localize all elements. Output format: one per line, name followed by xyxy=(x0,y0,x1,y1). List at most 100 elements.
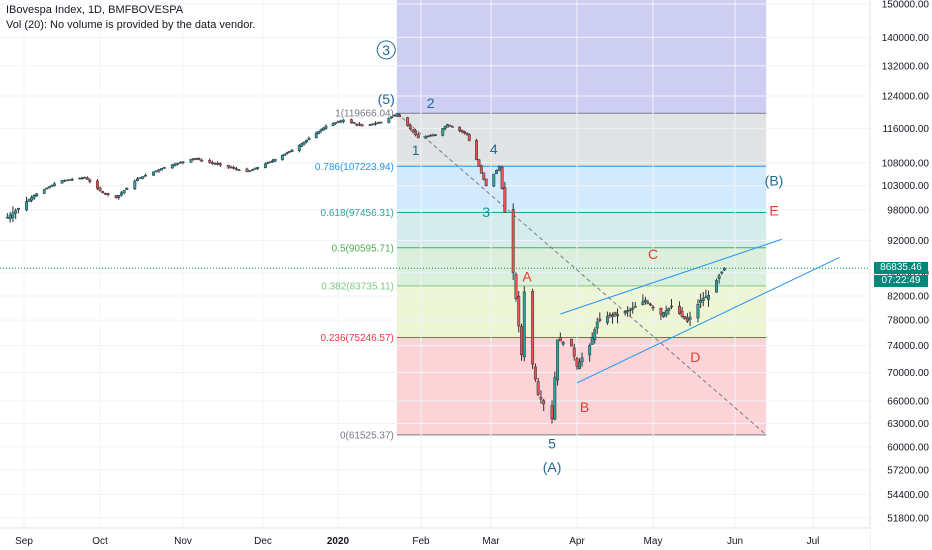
candle-body xyxy=(631,307,635,310)
candle xyxy=(197,157,201,161)
candle xyxy=(138,177,142,179)
candle xyxy=(522,285,526,362)
fib-zone xyxy=(396,113,767,167)
candle-body xyxy=(334,122,338,124)
candle xyxy=(631,301,635,314)
candle-body xyxy=(578,361,581,370)
candle xyxy=(85,176,89,180)
candle-body xyxy=(707,295,710,300)
candle xyxy=(598,312,602,323)
candle-body xyxy=(688,316,692,320)
candle-body xyxy=(680,310,684,317)
candle-body xyxy=(475,140,478,161)
candle xyxy=(96,179,99,191)
wave-labels: 3 (5) 1 2 3 4 5 (A) A B C D (B) E xyxy=(376,40,783,475)
candle xyxy=(200,158,204,162)
candle-body xyxy=(595,321,599,329)
candle-body xyxy=(667,307,671,311)
candle-body xyxy=(374,122,377,125)
candle xyxy=(42,188,46,194)
candle-body xyxy=(245,168,249,173)
candle-body xyxy=(556,339,560,381)
candle xyxy=(263,162,267,169)
candle-body xyxy=(319,129,323,132)
candle xyxy=(558,332,562,342)
candle xyxy=(611,312,614,324)
candle-body xyxy=(101,191,105,194)
candle xyxy=(458,126,462,133)
candle xyxy=(371,123,375,126)
candle-body xyxy=(216,162,220,165)
candle-body xyxy=(497,166,501,171)
candle-body xyxy=(572,347,576,357)
candle-body xyxy=(307,138,311,140)
candle-body xyxy=(536,381,540,395)
candle-body xyxy=(300,143,304,147)
candle-body xyxy=(533,366,537,380)
candle-body xyxy=(152,171,155,176)
time-tick-label: Apr xyxy=(569,536,585,547)
candle xyxy=(170,163,174,169)
candle-body xyxy=(285,152,289,154)
candle xyxy=(416,132,420,139)
candle xyxy=(341,119,345,124)
candle xyxy=(667,307,671,315)
candle-body xyxy=(492,173,496,187)
candle-body xyxy=(616,314,619,317)
candle xyxy=(465,132,469,136)
candle xyxy=(314,131,318,139)
channel-lower xyxy=(576,256,840,384)
candle xyxy=(47,185,51,189)
candle-body xyxy=(98,187,102,191)
candle-body xyxy=(608,314,612,316)
fib-level-label: 0.5(90595.71) xyxy=(332,243,394,254)
candle-body xyxy=(232,167,236,169)
candle-body xyxy=(514,274,518,299)
candle xyxy=(114,194,118,199)
candle xyxy=(35,192,39,197)
wave-label: 5 xyxy=(548,436,556,452)
price-tick-label: 98000.00 xyxy=(887,205,929,216)
candle-body xyxy=(605,316,609,323)
candle-body xyxy=(664,310,668,316)
candle xyxy=(256,166,260,170)
price-tick-label: 74000.00 xyxy=(887,341,929,352)
price-tick-label: 70000.00 xyxy=(887,368,929,379)
candle-body xyxy=(477,159,481,167)
candle-body xyxy=(5,216,9,219)
candle-body xyxy=(210,162,214,164)
candle xyxy=(302,141,306,146)
candle-body xyxy=(701,298,705,302)
candle-body xyxy=(263,163,267,169)
candle xyxy=(283,153,287,156)
candle xyxy=(717,273,721,284)
candle-body xyxy=(561,342,565,345)
candle-body xyxy=(441,128,445,136)
dashed-trend xyxy=(396,112,767,436)
wave-label: 4 xyxy=(490,141,498,157)
candle xyxy=(319,128,323,133)
candle-body xyxy=(52,183,56,187)
price-tick-label: 140000.00 xyxy=(882,33,930,44)
candle xyxy=(285,151,289,155)
wave-circle xyxy=(376,40,396,60)
candle-body xyxy=(85,177,89,180)
candle xyxy=(14,208,18,220)
wave-label: 3 xyxy=(382,42,390,58)
candle xyxy=(542,398,546,412)
candle xyxy=(297,144,301,153)
candle xyxy=(336,120,340,124)
candle-body xyxy=(500,166,504,190)
wave-label: D xyxy=(690,349,700,365)
price-tick-label: 82000.00 xyxy=(887,291,929,302)
candle-body xyxy=(699,299,703,303)
candle-body xyxy=(173,163,177,166)
candle xyxy=(334,122,338,125)
candle-body xyxy=(154,170,158,173)
candle xyxy=(475,138,478,161)
candle xyxy=(119,191,123,197)
candle-body xyxy=(83,177,87,179)
candle-body xyxy=(208,160,212,163)
candle-body xyxy=(141,176,145,179)
